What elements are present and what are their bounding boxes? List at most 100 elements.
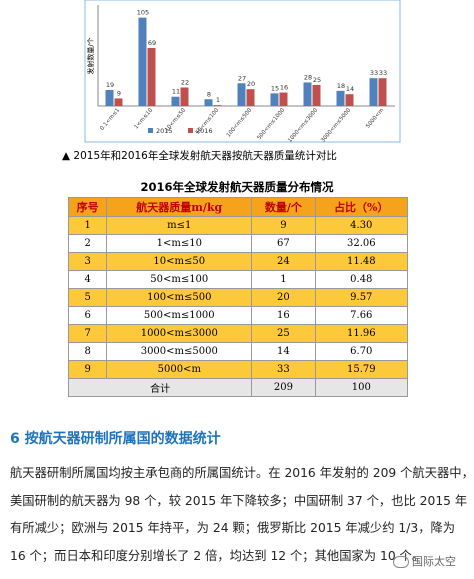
total-cell: 100 <box>314 378 409 397</box>
table-cell: 15.79 <box>314 360 409 379</box>
table-row: 8 3000<m≤5000 14 6.70 <box>67 342 409 361</box>
value-label: 33 <box>379 69 387 77</box>
watermark-text: 国际太空 <box>412 555 456 568</box>
table-row: 3 10<m≤50 24 11.48 <box>67 252 409 271</box>
table-cell: 32.06 <box>314 234 409 253</box>
bar <box>246 89 255 106</box>
table-cell: 11.96 <box>314 324 409 343</box>
chart: 发射数量/个 1990.1<m≤1105691<m≤10112210<m≤508… <box>84 0 401 144</box>
bar <box>336 90 345 106</box>
value-label: 8 <box>207 90 211 98</box>
text-line: 16 个；而日本和印度分别增长了 2 倍，均达到 12 个；其他国家为 10 个… <box>10 548 425 563</box>
value-label: 9 <box>117 89 121 97</box>
value-label: 18 <box>337 82 345 90</box>
table-cell: 4.30 <box>314 216 409 235</box>
header-cell: 航天器质量m/kg <box>106 197 253 217</box>
bar <box>180 87 189 106</box>
value-label: 27 <box>238 74 246 82</box>
value-label: 28 <box>304 73 312 81</box>
value-label: 16 <box>280 84 288 92</box>
bar <box>213 105 222 106</box>
table-cell: 14 <box>251 342 316 361</box>
table-cell: 50<m≤100 <box>106 270 253 289</box>
table-row: 4 50<m≤100 1 0.48 <box>67 270 409 289</box>
value-label: 69 <box>148 39 156 47</box>
total-row: 合计 209 100 <box>67 378 409 397</box>
table-row: 9 5000<m 33 15.79 <box>67 360 409 379</box>
header-cell: 序号 <box>67 197 108 217</box>
bar <box>279 92 288 106</box>
table-cell: 4 <box>67 270 108 289</box>
table-cell: 7 <box>67 324 108 343</box>
table-cell: 9 <box>251 216 316 235</box>
table-cell: 500<m≤1000 <box>106 306 253 325</box>
table-cell: 6 <box>67 306 108 325</box>
table-cell: 25 <box>251 324 316 343</box>
table-title: 2016年全球发射航天器质量分布情况 <box>140 180 334 194</box>
caption: ▲ 2015年和2016年全球发射航天器按航天器质量统计对比 <box>62 150 337 162</box>
table-cell: 1<m≤10 <box>106 234 253 253</box>
paragraph: 航天器研制所属国均按主承包商的所属国统计。在 2016 年发射的 209 个航天… <box>10 460 474 570</box>
bar <box>369 78 378 106</box>
table-cell: 1000<m≤3000 <box>106 324 253 343</box>
table-cell: 5000<m <box>106 360 253 379</box>
value-label: 105 <box>137 9 149 17</box>
y-axis-label: 发射数量/个 <box>86 37 95 74</box>
value-label: 33 <box>370 69 378 77</box>
bar <box>378 78 387 106</box>
table-cell: m≤1 <box>106 216 253 235</box>
table: 序号 航天器质量m/kg 数量/个 占比（%） 1 m≤1 9 4.30 2 1<m≤10 67 32… <box>67 197 409 397</box>
text-line: 航天器研制所属国均按主承包商的所属国统计。在 2016 年发射的 209 个航天… <box>10 466 474 480</box>
table-cell: 1 <box>67 216 108 235</box>
value-label: 19 <box>106 81 114 89</box>
bar <box>171 96 180 106</box>
bar <box>204 99 213 106</box>
table-cell: 2 <box>67 234 108 253</box>
table-cell: 67 <box>251 234 316 253</box>
bar <box>312 84 321 106</box>
table-cell: 8 <box>67 342 108 361</box>
legend-swatch <box>148 128 153 133</box>
table-cell: 1 <box>251 270 316 289</box>
legend-label: 2016 <box>196 127 213 135</box>
table-row: 6 500<m≤1000 16 7.66 <box>67 306 409 325</box>
value-label: 11 <box>172 88 180 96</box>
bar <box>114 98 123 106</box>
watermark: 国际太空 <box>393 553 456 569</box>
table-cell: 11.48 <box>314 252 409 271</box>
table-cell: 5 <box>67 288 108 307</box>
table-cell: 3000<m≤5000 <box>106 342 253 361</box>
table-cell: 24 <box>251 252 316 271</box>
total-cell: 合计 <box>67 378 253 397</box>
table-cell: 9 <box>67 360 108 379</box>
table-cell: 33 <box>251 360 316 379</box>
table-cell: 7.66 <box>314 306 409 325</box>
header-row: 序号 航天器质量m/kg 数量/个 占比（%） <box>67 197 409 217</box>
table-cell: 6.70 <box>314 342 409 361</box>
table-cell: 20 <box>251 288 316 307</box>
bar <box>105 90 114 106</box>
bar <box>138 17 147 106</box>
section-heading: 6 按航天器研制所属国的数据统计 <box>10 431 221 447</box>
value-label: 22 <box>181 78 189 86</box>
table-row: 2 1<m≤10 67 32.06 <box>67 234 409 253</box>
table-row: 5 100<m≤500 20 9.57 <box>67 288 409 307</box>
legend-label: 2015 <box>156 127 173 135</box>
legend-swatch <box>188 128 193 133</box>
chart-frame <box>84 0 401 143</box>
bar <box>237 83 246 106</box>
table-cell: 0.48 <box>314 270 409 289</box>
table-cell: 100<m≤500 <box>106 288 253 307</box>
text-line: 美国研制的航天器为 98 个，较 2015 年下降较多；中国研制 37 个，也比… <box>10 493 468 508</box>
header-cell: 占比（%） <box>314 197 409 217</box>
bar <box>147 47 156 106</box>
table-cell: 10<m≤50 <box>106 252 253 271</box>
bar <box>270 93 279 106</box>
table-row: 7 1000<m≤3000 25 11.96 <box>67 324 409 343</box>
table-cell: 3 <box>67 252 108 271</box>
value-label: 25 <box>313 76 321 84</box>
value-label: 20 <box>247 80 255 88</box>
value-label: 14 <box>346 85 354 93</box>
value-label: 15 <box>271 84 279 92</box>
